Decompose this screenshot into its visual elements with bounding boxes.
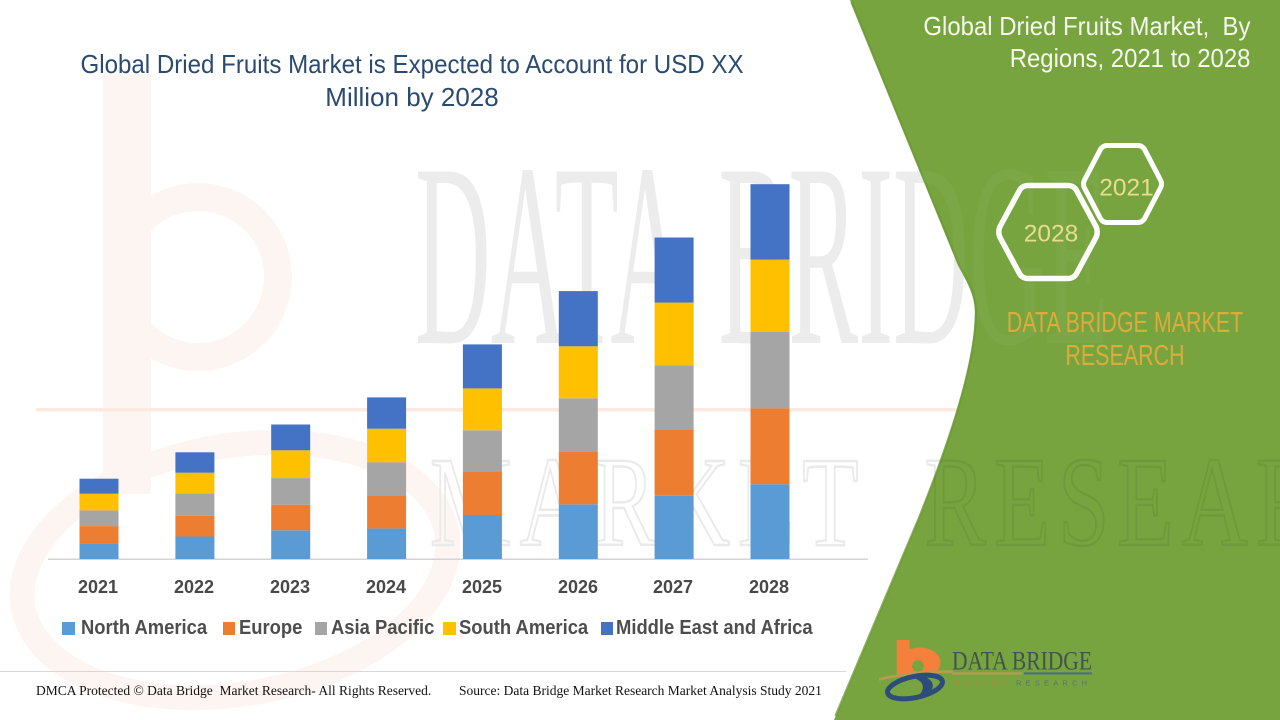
svg-text:2028: 2028 — [1024, 221, 1079, 248]
svg-text:RESEARCH: RESEARCH — [1016, 679, 1091, 688]
svg-text:DATA BRIDGE: DATA BRIDGE — [952, 647, 1092, 676]
svg-text:MARKET: MARKET — [953, 679, 1009, 688]
svg-text:2021: 2021 — [1099, 175, 1154, 202]
